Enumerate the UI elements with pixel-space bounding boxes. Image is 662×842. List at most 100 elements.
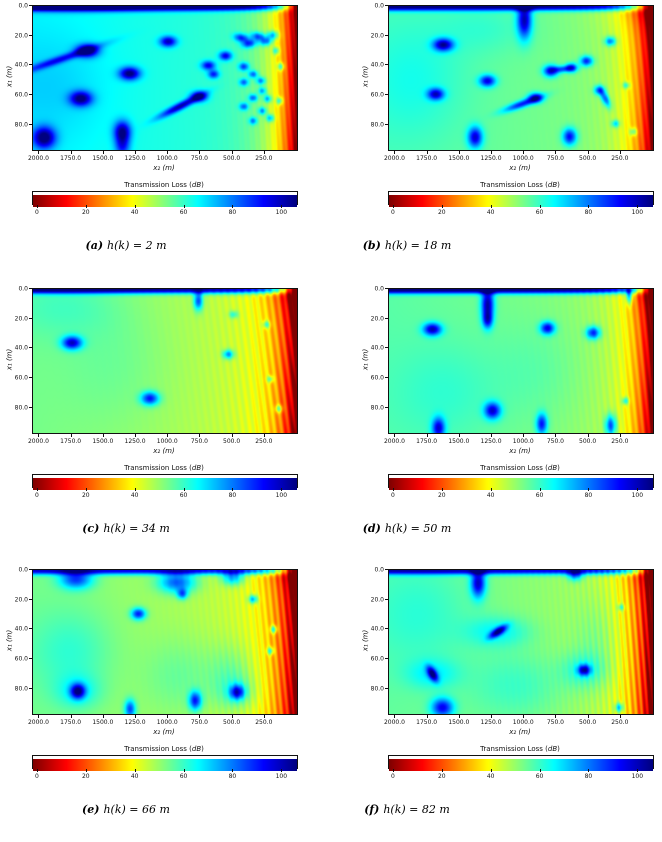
x-tick-mark — [426, 151, 428, 154]
y-tick-label: 40.0 — [14, 344, 28, 352]
subcaption-text: h(k) = 82 m — [383, 803, 450, 816]
y-axis-tick-marks — [385, 288, 388, 434]
colorbar-title-close: ) — [201, 745, 204, 753]
y-tick-label: 0.0 — [374, 2, 384, 10]
colorbar-tick-labels: 0 20 40 60 80 100 — [388, 209, 652, 217]
subcaption-label: (f) — [364, 803, 380, 816]
y-tick-label: 40.0 — [14, 625, 28, 633]
y-tick-label: 40.0 — [370, 61, 384, 69]
y-tick-label: 0.0 — [18, 566, 28, 574]
colorbar-canvas-a — [33, 195, 297, 207]
y-axis-tick-marks — [385, 5, 388, 151]
colorbar-tick-label: 100 — [275, 209, 288, 216]
colorbar-tick-label: 40 — [486, 492, 495, 499]
colorbar-tick-labels: 0 20 40 60 80 100 — [32, 209, 296, 217]
y-axis-tick-marks — [29, 5, 32, 151]
y-tick-label: 80.0 — [370, 685, 384, 693]
y-tick-mark — [29, 317, 32, 319]
subcaption-f: (f) h(k) = 82 m — [307, 803, 507, 816]
colorbar-tick-label: 60 — [179, 773, 188, 780]
heatmap-c — [32, 288, 298, 434]
x-tick-label: 1500.0 — [92, 719, 114, 726]
colorbar-tick-label: 60 — [535, 209, 544, 216]
x-tick-label: 2000.0 — [383, 438, 405, 445]
subcaption-b: (b) h(k) = 18 m — [307, 239, 507, 252]
x-tick-mark — [199, 434, 201, 437]
y-tick-mark — [29, 569, 32, 570]
colorbar-tick-marks — [32, 769, 296, 772]
y-tick-mark — [385, 123, 388, 125]
colorbar-tick-labels: 0 20 40 60 80 100 — [388, 773, 652, 781]
x-tick-label: 500.0 — [579, 719, 597, 726]
heatmap-canvas-b — [389, 6, 653, 150]
x-tick-label: 1750.0 — [60, 719, 82, 726]
heatmap-f — [388, 569, 654, 715]
y-tick-mark — [29, 598, 32, 600]
colorbar-tick-marks — [388, 769, 652, 772]
colorbar-tick-mark — [637, 769, 639, 772]
x-tick-label: 1000.0 — [512, 155, 534, 162]
x-tick-mark — [263, 434, 265, 437]
x-tick-label: 2000.0 — [27, 155, 49, 162]
y-tick-label: 60.0 — [14, 91, 28, 99]
colorbar-tick-label: 100 — [631, 209, 644, 216]
colorbar-tick-label: 80 — [228, 209, 237, 216]
y-tick-mark — [385, 347, 388, 349]
colorbar-title-unit: dB — [191, 745, 202, 753]
colorbar-title-unit: dB — [191, 181, 202, 189]
subfigure-e: x₁ (m) 0.0 20.0 40.0 60.0 80.0 2000.0 1750.0 1… — [0, 564, 331, 842]
colorbar-tick-label: 40 — [130, 492, 139, 499]
x-axis-tick-labels: 2000.0 1750.0 1500.0 1250.0 1000.0 750.0 500.0… — [28, 719, 296, 727]
colorbar-c — [32, 474, 298, 490]
subcaption-text: h(k) = 34 m — [103, 522, 170, 535]
colorbar-title-close: ) — [201, 464, 204, 472]
y-axis-tick-labels: 0.0 20.0 40.0 60.0 80.0 — [1, 286, 28, 432]
colorbar-canvas-d — [389, 478, 653, 490]
subcaption-a: (a) h(k) = 2 m — [26, 239, 226, 252]
y-tick-mark — [29, 123, 32, 125]
x-tick-label: 1500.0 — [448, 438, 470, 445]
x-tick-mark — [523, 434, 525, 437]
colorbar-canvas-c — [33, 478, 297, 490]
colorbar-title-unit: dB — [547, 745, 558, 753]
x-tick-label: 1500.0 — [92, 438, 114, 445]
y-tick-label: 60.0 — [370, 655, 384, 663]
x-tick-mark — [523, 151, 525, 154]
x-tick-mark — [394, 151, 396, 154]
colorbar-tick-mark — [490, 488, 492, 491]
x-tick-mark — [587, 715, 589, 718]
colorbar-title: Transmission Loss (dB) — [32, 745, 296, 753]
colorbar-title: Transmission Loss (dB) — [388, 464, 652, 472]
subfigure-a: x₁ (m) 0.0 20.0 40.0 60.0 80.0 2000.0 1750.0 1… — [0, 0, 331, 278]
x-tick-mark — [619, 434, 621, 437]
colorbar-tick-labels: 0 20 40 60 80 100 — [32, 492, 296, 500]
colorbar-tick-label: 100 — [631, 492, 644, 499]
y-tick-label: 80.0 — [14, 685, 28, 693]
subfigure-c: x₁ (m) 0.0 20.0 40.0 60.0 80.0 2000.0 1750.0 1… — [0, 283, 331, 561]
colorbar-tick-marks — [32, 205, 296, 208]
x-tick-label: 1750.0 — [416, 438, 438, 445]
subcaption-label: (e) — [82, 803, 100, 816]
x-tick-mark — [38, 715, 40, 718]
y-tick-mark — [385, 687, 388, 689]
colorbar-tick-label: 20 — [437, 773, 446, 780]
subfigure-b: x₁ (m) 0.0 20.0 40.0 60.0 80.0 2000.0 1750.0 1… — [331, 0, 662, 278]
colorbar-tick-marks — [388, 488, 652, 491]
y-tick-label: 60.0 — [370, 91, 384, 99]
colorbar-title-close: ) — [201, 181, 204, 189]
x-tick-mark — [263, 715, 265, 718]
y-axis-tick-labels: 0.0 20.0 40.0 60.0 80.0 — [357, 567, 384, 713]
x-tick-mark — [619, 151, 621, 154]
colorbar-tick-label: 40 — [486, 209, 495, 216]
colorbar-title: Transmission Loss (dB) — [32, 464, 296, 472]
colorbar-tick-mark — [36, 205, 38, 208]
colorbar-tick-mark — [85, 205, 87, 208]
x-axis-tick-labels: 2000.0 1750.0 1500.0 1250.0 1000.0 750.0 500.0… — [28, 155, 296, 163]
x-tick-label: 750.0 — [190, 719, 208, 726]
colorbar-tick-label: 80 — [584, 773, 593, 780]
x-tick-mark — [38, 434, 40, 437]
y-tick-mark — [385, 34, 388, 36]
colorbar-tick-marks — [32, 488, 296, 491]
colorbar-tick-mark — [183, 488, 185, 491]
subcaption-label: (c) — [82, 522, 100, 535]
